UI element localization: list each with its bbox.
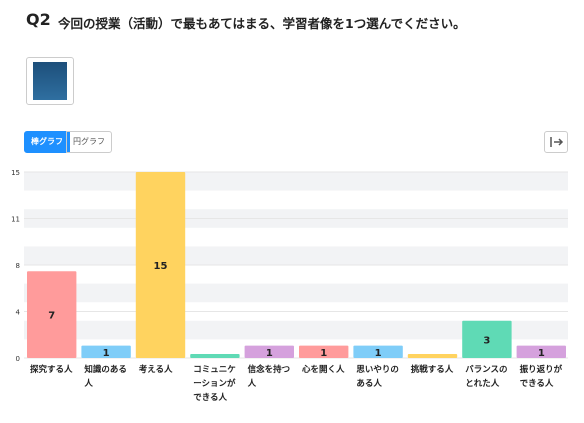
y-tick-label: 0: [16, 355, 20, 363]
value-label: 3: [483, 335, 490, 346]
x-tick-label: 知識のある人: [84, 365, 127, 389]
bar: [353, 345, 403, 358]
bar: [81, 345, 131, 358]
bar: [462, 320, 512, 358]
x-tick-label: 振り返りができる人: [519, 365, 563, 389]
x-tick-label: 思いやりのある人: [356, 365, 399, 389]
chart: 0 4 8 11 15 7 1 15 1 1 1 3 1 探究する人 知識のある人 考える人 コミュニケーショ…: [0, 160, 584, 419]
x-tick-label: 心を開く人: [302, 365, 345, 375]
bar: [299, 345, 349, 358]
bar: [190, 354, 240, 358]
question-number: Q2: [26, 10, 51, 29]
x-tick-label: 探究する人: [30, 365, 73, 375]
value-label: 1: [538, 348, 545, 359]
export-icon: [550, 137, 564, 147]
value-label: 1: [375, 348, 382, 359]
x-tick-label: 挑戦する人: [410, 365, 454, 375]
x-tick-label: コミュニケーションができる人: [193, 365, 236, 403]
x-tick-label: バランスのとれた人: [465, 365, 508, 389]
y-tick-label: 15: [11, 169, 20, 177]
y-tick-label: 11: [11, 216, 20, 224]
value-label: 15: [154, 261, 168, 272]
bar: [135, 172, 186, 358]
value-label: 7: [48, 311, 55, 322]
value-label: 1: [103, 348, 110, 359]
grid-band: [24, 172, 568, 191]
question-text: 今回の授業（活動）で最もあてはまる、学習者像を1つ選んでください。: [58, 16, 466, 31]
grid-band: [24, 283, 568, 303]
x-tick-label: 信念を持つ人: [247, 365, 291, 389]
bar: [516, 345, 566, 358]
tab[interactable]: 円グラフ: [66, 131, 112, 153]
y-tick-label: 8: [16, 262, 20, 270]
thumbnail-image: [33, 62, 67, 100]
thumbnail[interactable]: [26, 57, 74, 105]
y-tick-label: 4: [16, 309, 21, 317]
export-button[interactable]: [544, 131, 568, 153]
bar: [244, 345, 294, 358]
value-label: 1: [266, 348, 273, 359]
tab[interactable]: 棒グラフ: [24, 131, 70, 153]
value-label: 1: [320, 348, 327, 359]
bar: [407, 354, 458, 358]
grid-band: [24, 246, 568, 265]
x-tick-label: 考える人: [138, 365, 173, 375]
bar: [27, 271, 77, 358]
